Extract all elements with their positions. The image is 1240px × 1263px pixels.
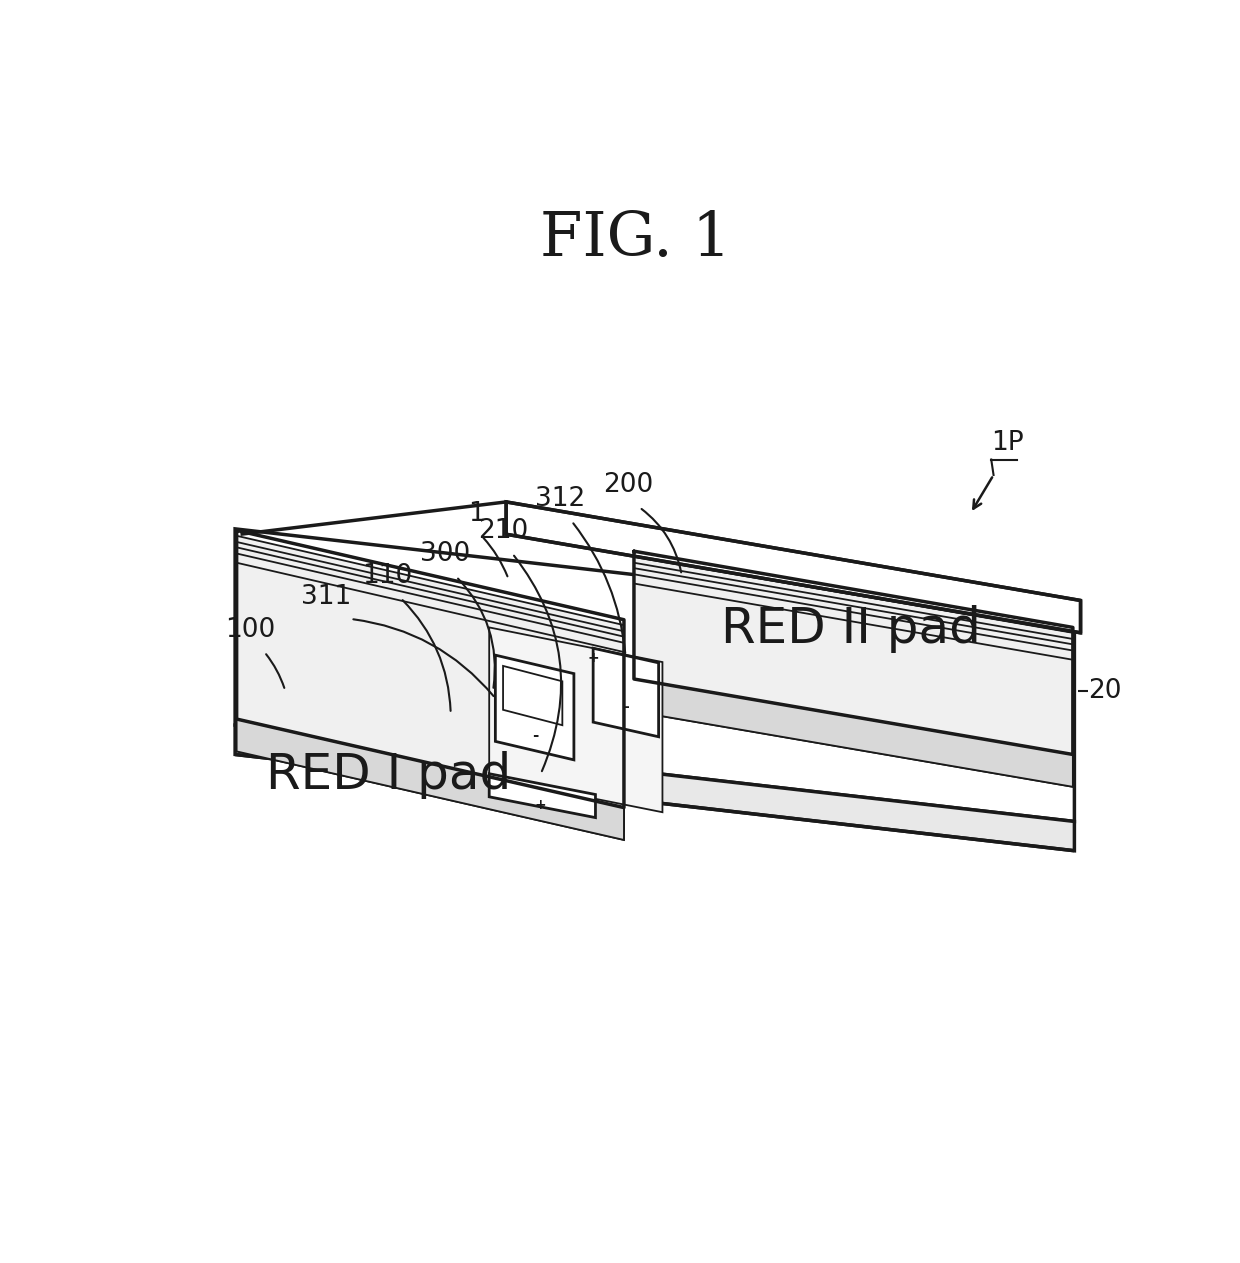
- Text: 1P: 1P: [991, 429, 1024, 456]
- Polygon shape: [634, 584, 1073, 787]
- Polygon shape: [237, 542, 624, 820]
- Polygon shape: [506, 501, 1080, 633]
- Text: 311: 311: [301, 585, 351, 610]
- Polygon shape: [237, 547, 624, 825]
- Text: 1: 1: [467, 501, 485, 528]
- Polygon shape: [503, 666, 563, 725]
- Polygon shape: [237, 536, 624, 813]
- Text: 200: 200: [603, 472, 653, 498]
- Polygon shape: [490, 774, 595, 817]
- Text: RED I pad: RED I pad: [267, 751, 512, 799]
- Polygon shape: [237, 563, 624, 840]
- Polygon shape: [634, 568, 1073, 772]
- Polygon shape: [593, 648, 658, 736]
- Polygon shape: [237, 719, 624, 840]
- Text: +: +: [588, 652, 599, 666]
- Polygon shape: [634, 575, 1073, 778]
- Polygon shape: [237, 530, 624, 807]
- Polygon shape: [236, 529, 1074, 821]
- Polygon shape: [634, 557, 1073, 760]
- Polygon shape: [634, 679, 1073, 787]
- Text: 110: 110: [362, 563, 413, 589]
- Text: 210: 210: [477, 518, 528, 544]
- Text: 20: 20: [1089, 677, 1122, 703]
- Text: 312: 312: [534, 486, 585, 512]
- Text: -: -: [624, 701, 629, 715]
- Polygon shape: [237, 553, 624, 831]
- Polygon shape: [490, 628, 662, 812]
- Polygon shape: [236, 725, 1074, 851]
- Text: -: -: [532, 727, 538, 743]
- Text: FIG. 1: FIG. 1: [539, 210, 732, 269]
- Polygon shape: [634, 563, 1073, 767]
- Text: 100: 100: [226, 616, 275, 643]
- Text: +: +: [534, 797, 547, 812]
- Polygon shape: [634, 551, 1073, 754]
- Polygon shape: [495, 655, 574, 760]
- Text: 300: 300: [420, 542, 470, 567]
- Text: RED II pad: RED II pad: [722, 605, 981, 653]
